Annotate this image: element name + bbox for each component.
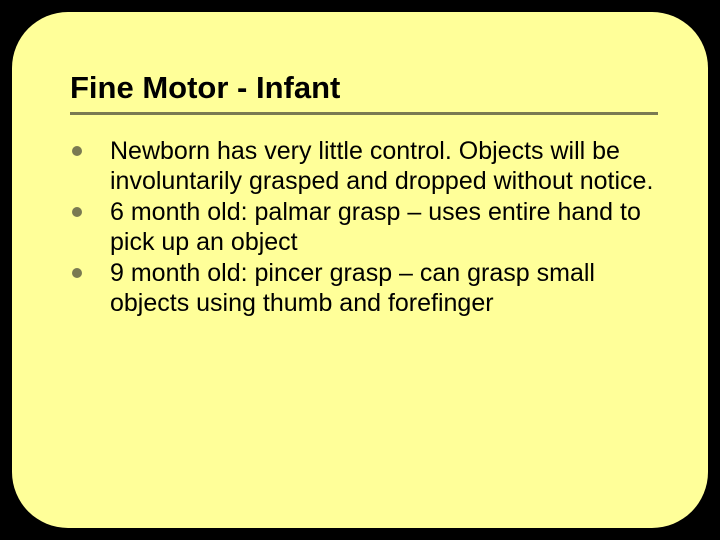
bullet-list: Newborn has very little control. Objects… xyxy=(70,137,658,318)
bullet-icon xyxy=(72,146,82,156)
list-item: 9 month old: pincer grasp – can grasp sm… xyxy=(70,259,658,318)
list-item: Newborn has very little control. Objects… xyxy=(70,137,658,196)
list-item: 6 month old: palmar grasp – uses entire … xyxy=(70,198,658,257)
bullet-text: 9 month old: pincer grasp – can grasp sm… xyxy=(110,259,595,317)
bullet-text: Newborn has very little control. Objects… xyxy=(110,137,653,195)
bullet-icon xyxy=(72,268,82,278)
bullet-icon xyxy=(72,207,82,217)
slide-card: Fine Motor - Infant Newborn has very lit… xyxy=(12,12,708,528)
bullet-text: 6 month old: palmar grasp – uses entire … xyxy=(110,198,641,256)
slide-title: Fine Motor - Infant xyxy=(70,70,658,106)
title-underline xyxy=(70,112,658,115)
